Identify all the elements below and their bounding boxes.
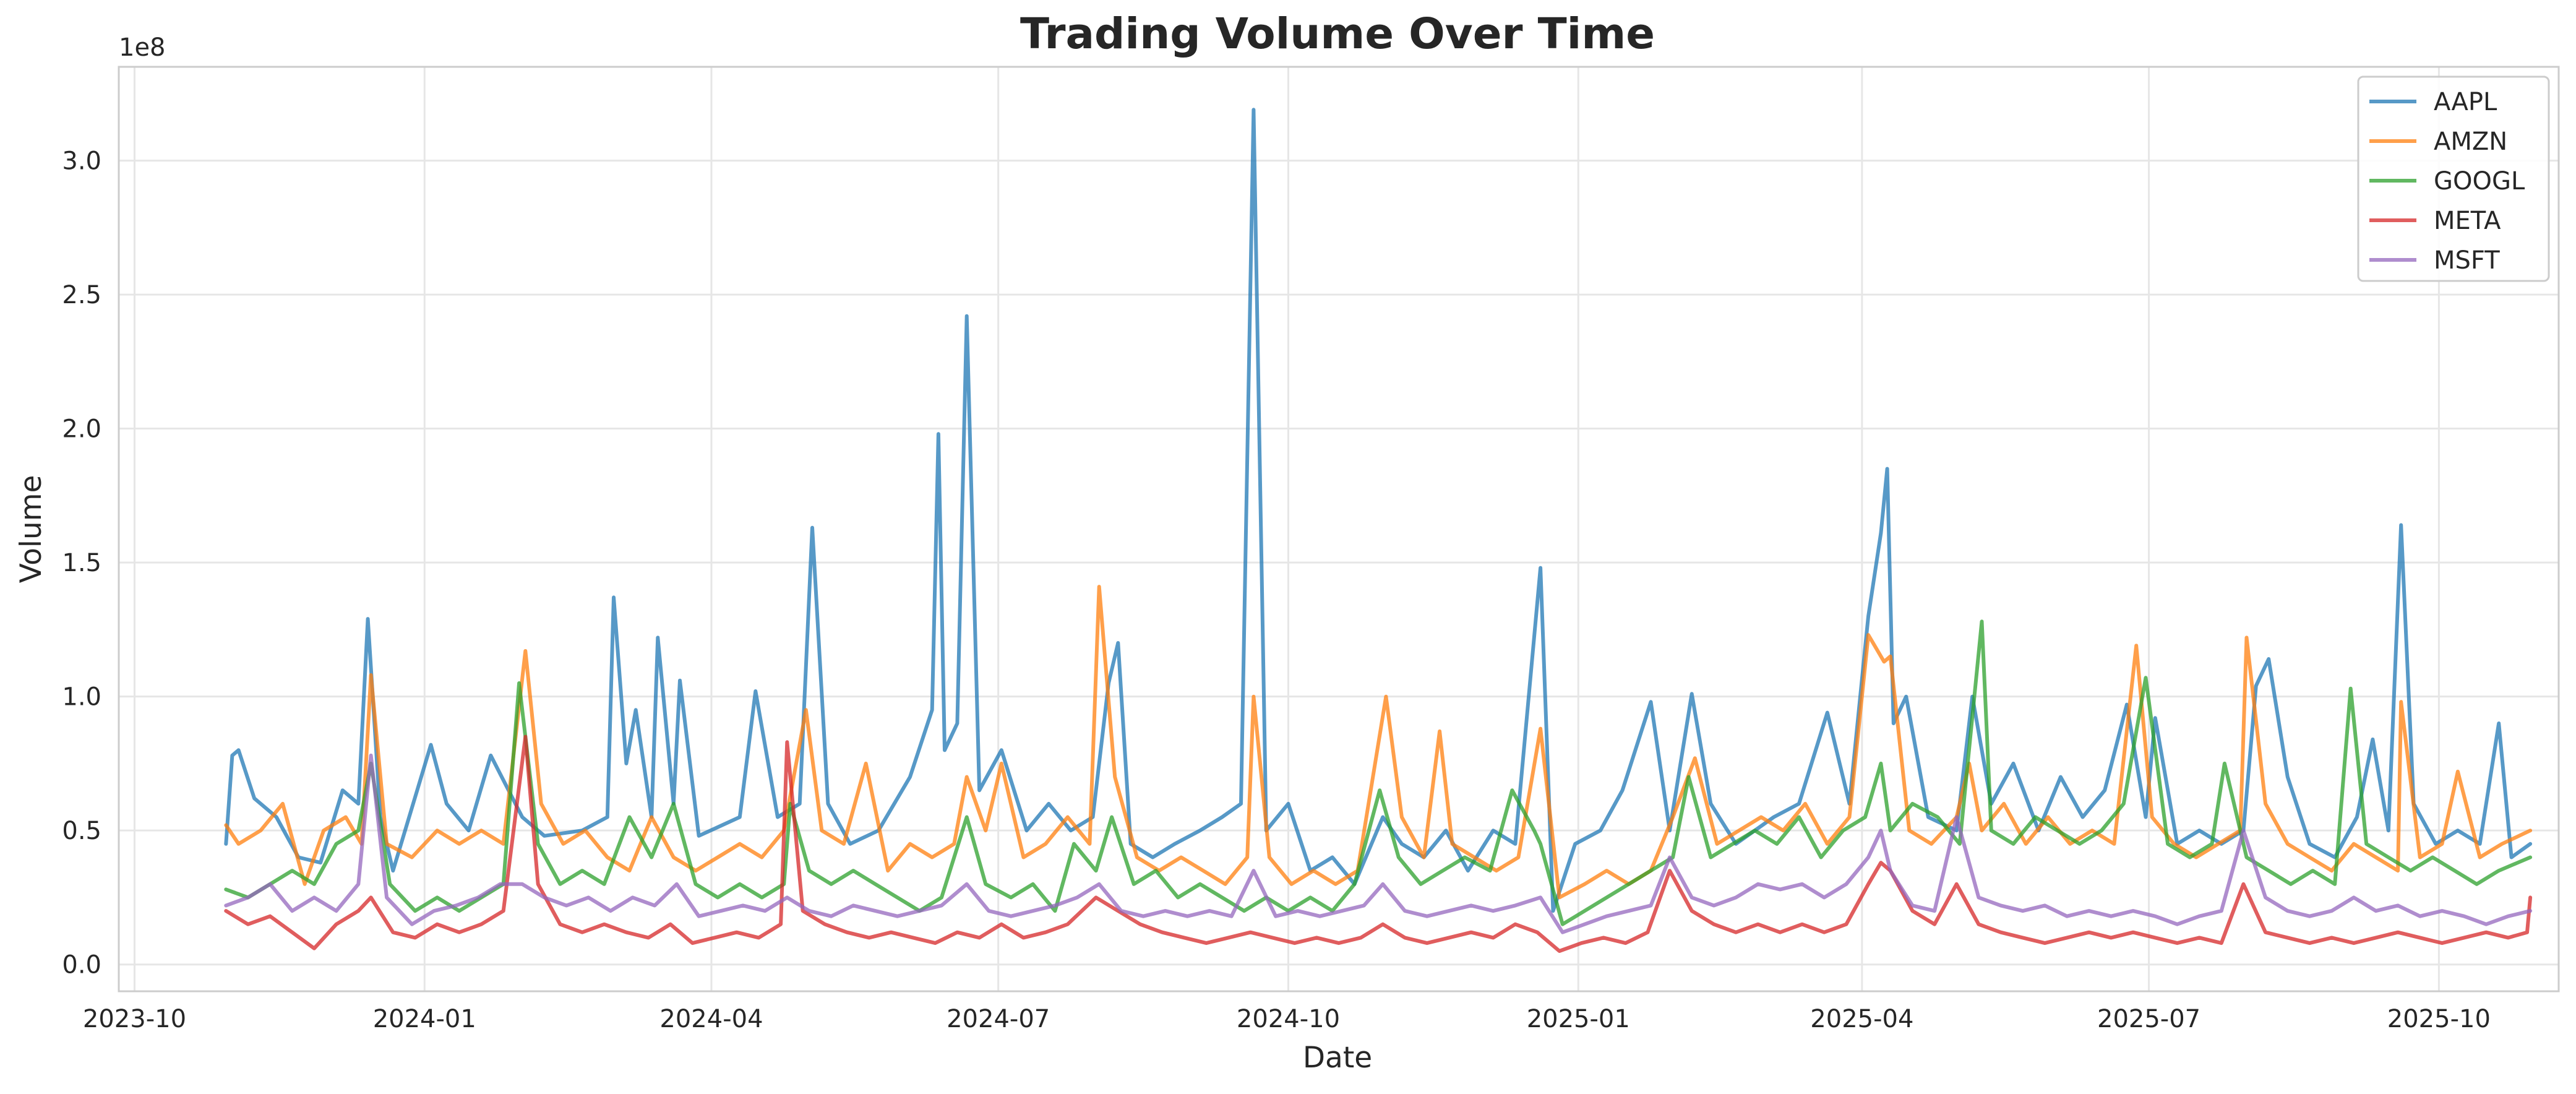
series-line-meta xyxy=(224,734,2533,953)
y-tick-label: 3.0 xyxy=(62,147,101,176)
y-axis-ticks: 0.0 0.5 1.0 1.5 2.0 2.5 3.0 xyxy=(62,147,101,980)
y-axis-label: Volume xyxy=(14,475,48,584)
series-lines xyxy=(224,108,2533,953)
series-line-aapl xyxy=(224,108,2533,913)
x-axis-ticks: 2023-10 2024-01 2024-04 2024-07 2024-10 2025-… xyxy=(83,1005,2491,1033)
chart-title: Trading Volume Over Time xyxy=(1020,9,1655,59)
x-tick-label: 2024-10 xyxy=(1237,1005,1340,1033)
legend-label-googl: GOOGL xyxy=(2434,167,2525,196)
legend-label-msft: MSFT xyxy=(2434,246,2500,275)
x-tick-label: 2024-07 xyxy=(947,1005,1050,1033)
x-tick-label: 2023-10 xyxy=(83,1005,186,1033)
x-tick-label: 2025-07 xyxy=(2097,1005,2200,1033)
series-line-msft xyxy=(224,753,2533,934)
y-tick-label: 2.0 xyxy=(62,415,101,444)
legend-label-aapl: AAPL xyxy=(2434,88,2497,116)
series-line-amzn xyxy=(224,585,2533,900)
x-tick-label: 2024-04 xyxy=(659,1005,763,1033)
y-axis-offset-text: 1e8 xyxy=(119,33,166,62)
x-tick-label: 2024-01 xyxy=(373,1005,476,1033)
y-tick-label: 1.0 xyxy=(62,683,101,712)
x-tick-label: 2025-01 xyxy=(1527,1005,1630,1033)
x-tick-label: 2025-10 xyxy=(2387,1005,2491,1033)
x-tick-label: 2025-04 xyxy=(1810,1005,1913,1033)
legend-label-meta: META xyxy=(2434,207,2501,235)
y-tick-label: 0.0 xyxy=(62,951,101,980)
y-tick-label: 0.5 xyxy=(62,817,101,845)
series-line-googl xyxy=(224,619,2533,926)
legend-box xyxy=(2357,75,2550,282)
x-axis-label: Date xyxy=(1303,1041,1372,1075)
grid xyxy=(119,67,2559,991)
plot-frame xyxy=(118,66,2560,993)
legend-label-amzn: AMZN xyxy=(2434,127,2507,156)
y-tick-label: 2.5 xyxy=(62,281,101,309)
legend: AAPL AMZN GOOGL META MSFT xyxy=(2357,75,2550,282)
y-tick-label: 1.5 xyxy=(62,549,101,577)
